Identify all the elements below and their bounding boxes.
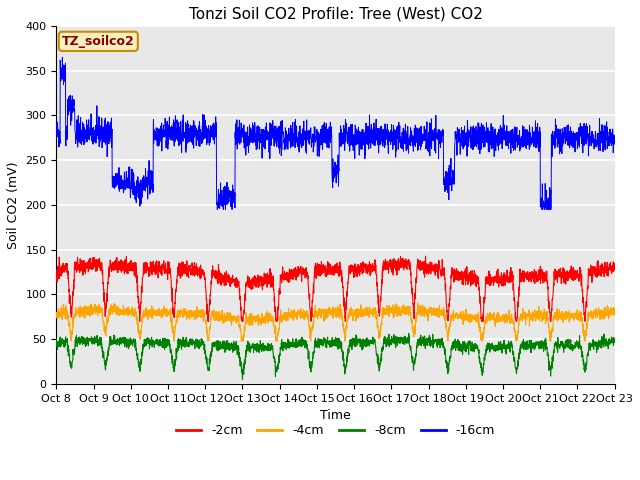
-8cm — [442, 358, 450, 363]
-2cm — [52, 277, 60, 283]
-8cm — [239, 377, 246, 383]
-16cm — [611, 136, 618, 142]
Text: TZ_soilco2: TZ_soilco2 — [62, 35, 134, 48]
-2cm — [406, 266, 414, 272]
-2cm — [472, 274, 480, 279]
-16cm — [230, 195, 237, 201]
Line: -16cm: -16cm — [56, 58, 614, 209]
-8cm — [405, 331, 413, 336]
Title: Tonzi Soil CO2 Profile: Tree (West) CO2: Tonzi Soil CO2 Profile: Tree (West) CO2 — [189, 7, 483, 22]
-8cm — [52, 336, 60, 342]
-2cm — [422, 253, 429, 259]
-4cm — [442, 322, 450, 327]
-2cm — [442, 301, 450, 307]
-4cm — [406, 312, 414, 317]
-16cm — [214, 206, 221, 212]
-8cm — [611, 339, 618, 345]
-4cm — [611, 310, 618, 316]
Legend: -2cm, -4cm, -8cm, -16cm: -2cm, -4cm, -8cm, -16cm — [171, 419, 500, 442]
-8cm — [406, 348, 414, 353]
Line: -8cm: -8cm — [56, 334, 614, 380]
-4cm — [442, 326, 450, 332]
-16cm — [406, 143, 414, 148]
-4cm — [170, 338, 178, 344]
-4cm — [472, 316, 480, 322]
-8cm — [442, 358, 450, 363]
-16cm — [442, 180, 450, 186]
-16cm — [58, 55, 66, 60]
X-axis label: Time: Time — [320, 409, 351, 422]
-2cm — [136, 318, 143, 324]
-16cm — [513, 144, 521, 150]
Y-axis label: Soil CO2 (mV): Soil CO2 (mV) — [7, 161, 20, 249]
-8cm — [230, 345, 237, 350]
-2cm — [442, 298, 450, 303]
-16cm — [52, 127, 60, 132]
-4cm — [513, 331, 521, 337]
-4cm — [414, 300, 422, 306]
Line: -2cm: -2cm — [56, 256, 614, 321]
-4cm — [52, 311, 60, 317]
-2cm — [230, 277, 237, 283]
-4cm — [230, 313, 237, 319]
-8cm — [472, 341, 480, 347]
-8cm — [513, 366, 521, 372]
-2cm — [513, 314, 521, 320]
-2cm — [611, 261, 618, 266]
-16cm — [442, 187, 450, 192]
-16cm — [472, 123, 480, 129]
Line: -4cm: -4cm — [56, 303, 614, 341]
